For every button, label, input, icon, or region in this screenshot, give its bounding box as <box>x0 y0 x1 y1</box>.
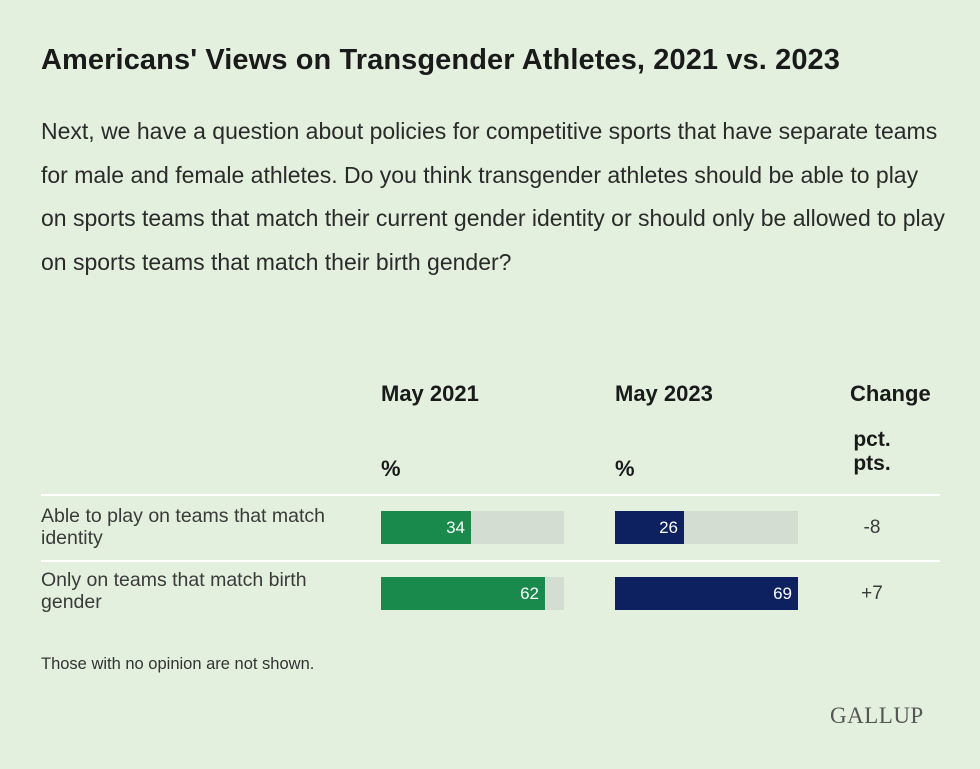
bar: 34 <box>381 511 471 544</box>
bar-value-label: 69 <box>773 584 792 603</box>
column-header-may-2023: May 2023 <box>615 381 713 406</box>
change-value: +7 <box>861 583 883 604</box>
chart-title: Americans' Views on Transgender Athletes… <box>41 44 841 76</box>
row-label: Only on teams that match birth gender <box>41 569 307 613</box>
bar: 69 <box>615 577 798 610</box>
change-value: -8 <box>863 517 881 538</box>
column-header-change: Change <box>850 381 931 406</box>
bar-value-label: 26 <box>659 518 678 537</box>
gallup-logo: GALLUP <box>830 703 924 728</box>
bar-value-label: 62 <box>520 584 539 603</box>
header-divider <box>41 494 940 496</box>
column-unit-2021: % <box>381 456 401 481</box>
row-label: Able to play on teams that match identit… <box>41 505 325 549</box>
bar-track: 26 <box>615 511 798 544</box>
row-divider <box>41 560 940 562</box>
bar-track: 34 <box>381 511 564 544</box>
column-header-may-2021: May 2021 <box>381 381 479 406</box>
bar: 62 <box>381 577 545 610</box>
column-unit-2023: % <box>615 456 635 481</box>
bar-value-label: 34 <box>446 518 465 537</box>
footnote: Those with no opinion are not shown. <box>41 655 315 673</box>
survey-question: Next, we have a question about policies … <box>41 118 945 275</box>
bar: 26 <box>615 511 684 544</box>
change-unit-line1: pct. <box>853 428 891 451</box>
bar-track: 62 <box>381 577 564 610</box>
column-unit-change: pct. pts. <box>840 428 904 476</box>
change-unit-line2: pts. <box>853 452 891 475</box>
bar-track: 69 <box>615 577 798 610</box>
